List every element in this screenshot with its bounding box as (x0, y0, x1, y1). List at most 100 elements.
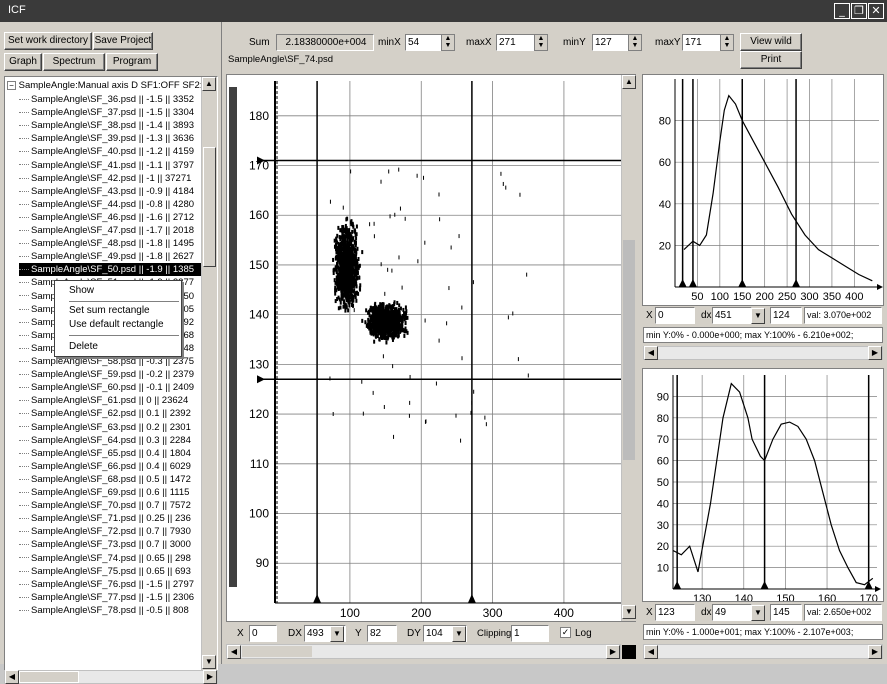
tr-x-input[interactable]: 0 (655, 307, 695, 324)
tree-item[interactable]: SampleAngle\SF_63.psd || 0.2 || 2301 (19, 421, 215, 434)
bottom-right-plot[interactable]: 10 20 30 40 50 60 70 80 90 130 140 150 160 170 (642, 368, 884, 602)
br-dx-dropdown-icon[interactable]: ▼ (751, 605, 765, 621)
scroll-right-icon[interactable]: ▶ (868, 346, 882, 360)
tree-hscrollbar[interactable]: ◀ ▶ (4, 670, 218, 684)
scroll-right-icon[interactable]: ▶ (606, 645, 620, 659)
tree-scrollbar[interactable]: ▲ ▼ (201, 77, 217, 670)
restore-icon[interactable]: ❐ (851, 3, 867, 19)
br-hscrollbar[interactable]: ◀ ▶ (643, 644, 883, 659)
scroll-left-icon[interactable]: ◀ (644, 645, 658, 659)
y-tick-label: 150 (249, 258, 269, 272)
close-icon[interactable]: ✕ (868, 3, 884, 19)
miny-spin-icon[interactable]: ▲ ▼ (628, 34, 642, 51)
minimize-icon[interactable]: _ (834, 3, 850, 19)
view-wild-button[interactable]: View wild (740, 33, 802, 51)
tree-item[interactable]: SampleAngle\SF_69.psd || 0.6 || 1115 (19, 486, 215, 499)
dx-dropdown-icon[interactable]: ▼ (330, 626, 344, 642)
tr-dx-dropdown-icon[interactable]: ▼ (751, 308, 765, 324)
br-dx-input[interactable]: 49 (712, 604, 752, 621)
scroll-down-icon[interactable]: ▼ (202, 655, 216, 669)
tree-item[interactable]: SampleAngle\SF_36.psd || -1.5 || 3352 (19, 93, 215, 106)
menu-item-set-sum-rectangle[interactable]: Set sum rectangle (69, 305, 150, 316)
graph-button[interactable]: Graph (4, 53, 42, 71)
save-project-button[interactable]: Save Project (93, 32, 153, 50)
scroll-down-icon[interactable]: ▼ (622, 605, 636, 619)
tree-item[interactable]: SampleAngle\SF_59.psd || -0.2 || 2379 (19, 368, 215, 381)
tree-item[interactable]: SampleAngle\SF_39.psd || -1.3 || 3636 (19, 132, 215, 145)
tree-item[interactable]: SampleAngle\SF_43.psd || -0.9 || 4184 (19, 185, 215, 198)
data-point (387, 314, 390, 319)
scroll-right-icon[interactable]: ▶ (868, 645, 882, 659)
data-point (338, 267, 341, 272)
collapse-icon[interactable]: − (7, 80, 16, 90)
tree-item[interactable]: SampleAngle\SF_68.psd || 0.5 || 1472 (19, 473, 215, 486)
maxy-spin-icon[interactable]: ▲ ▼ (720, 34, 734, 51)
tree-root[interactable]: − SampleAngle:Manual axis D SF1:OFF SF2: (7, 79, 203, 92)
tr-hscrollbar[interactable]: ◀ ▶ (643, 346, 883, 360)
tree-item[interactable]: SampleAngle\SF_47.psd || -1.7 || 2018 (19, 224, 215, 237)
tree-item[interactable]: SampleAngle\SF_78.psd || -0.5 || 808 (19, 604, 215, 617)
log-checkbox[interactable]: ✓ (560, 627, 571, 638)
tree-item[interactable]: SampleAngle\SF_73.psd || 0.7 || 3000 (19, 538, 215, 551)
set-work-directory-button[interactable]: Set work directory (4, 32, 92, 50)
tree-item[interactable]: SampleAngle\SF_60.psd || -0.1 || 2409 (19, 381, 215, 394)
scroll-left-icon[interactable]: ◀ (5, 670, 19, 684)
scroll-right-icon[interactable]: ▶ (203, 670, 217, 684)
main-plot[interactable]: 90 100 110 120 130 140 150 160 170 180 100 200 300 40… (226, 74, 636, 622)
scroll-left-icon[interactable]: ◀ (644, 346, 658, 360)
tree-item[interactable]: SampleAngle\SF_64.psd || 0.3 || 2284 (19, 434, 215, 447)
menu-item-delete[interactable]: Delete (69, 341, 98, 352)
menu-item-show[interactable]: Show (69, 285, 95, 296)
main-scroll-thumb[interactable] (623, 240, 635, 460)
tree-item[interactable]: SampleAngle\SF_70.psd || 0.7 || 7572 (19, 499, 215, 512)
br-x-input[interactable]: 123 (655, 604, 695, 621)
tree-item[interactable]: SampleAngle\SF_62.psd || 0.1 || 2392 (19, 407, 215, 420)
tree-scroll-thumb[interactable] (203, 147, 216, 267)
main-plot-vscrollbar[interactable]: ▲ ▼ (621, 75, 636, 621)
main-plot-hscrollbar[interactable]: ◀ ▶ (226, 644, 621, 659)
y-input[interactable]: 82 (367, 625, 397, 642)
tree-item[interactable]: SampleAngle\SF_50.psd || -1.9 || 1385 (19, 263, 215, 277)
br-dx2-field[interactable]: 145 (770, 604, 802, 621)
scroll-up-icon[interactable]: ▲ (622, 75, 636, 89)
program-button[interactable]: Program (106, 53, 158, 71)
tree-hscroll-thumb[interactable] (19, 671, 79, 683)
tree-item[interactable]: SampleAngle\SF_38.psd || -1.4 || 3893 (19, 119, 215, 132)
menu-item-use-default-rectangle[interactable]: Use default rectangle (69, 319, 164, 330)
file-tree[interactable]: − SampleAngle:Manual axis D SF1:OFF SF2:… (4, 76, 218, 671)
tree-item[interactable]: SampleAngle\SF_58.psd || -0.3 || 2375 (19, 355, 215, 368)
tree-item[interactable]: SampleAngle\SF_77.psd || -1.5 || 2306 (19, 591, 215, 604)
x-input[interactable]: 0 (249, 625, 277, 642)
maxx-spin-icon[interactable]: ▲ ▼ (534, 34, 548, 51)
data-point (364, 320, 367, 325)
spectrum-button[interactable]: Spectrum (43, 53, 105, 71)
tree-item[interactable]: SampleAngle\SF_76.psd || -1.5 || 2797 (19, 578, 215, 591)
tree-item[interactable]: SampleAngle\SF_37.psd || -1.5 || 3304 (19, 106, 215, 119)
clipping-input[interactable]: 1 (511, 625, 549, 642)
minx-spin-icon[interactable]: ▲ ▼ (441, 34, 455, 51)
tree-item[interactable]: SampleAngle\SF_74.psd || 0.65 || 298 (19, 552, 215, 565)
tree-item[interactable]: SampleAngle\SF_75.psd || 0.65 || 693 (19, 565, 215, 578)
tree-item[interactable]: SampleAngle\SF_44.psd || -0.8 || 4280 (19, 198, 215, 211)
tree-item[interactable]: SampleAngle\SF_42.psd || -1 || 37271 (19, 172, 215, 185)
tree-item[interactable]: SampleAngle\SF_40.psd || -1.2 || 4159 (19, 145, 215, 158)
data-point (391, 313, 394, 318)
tr-dx2-field[interactable]: 124 (770, 307, 802, 324)
scroll-left-icon[interactable]: ◀ (227, 645, 241, 659)
dy-dropdown-icon[interactable]: ▼ (452, 626, 466, 642)
tree-item[interactable]: SampleAngle\SF_71.psd || 0.25 || 236 (19, 512, 215, 525)
print-button[interactable]: Print (740, 51, 802, 69)
y-label: Y (355, 628, 362, 639)
tree-item[interactable]: SampleAngle\SF_49.psd || -1.8 || 2627 (19, 250, 215, 263)
main-hscroll-thumb[interactable] (242, 646, 312, 657)
tree-item[interactable]: SampleAngle\SF_48.psd || -1.8 || 1495 (19, 237, 215, 250)
tree-item[interactable]: SampleAngle\SF_66.psd || 0.4 || 6029 (19, 460, 215, 473)
tree-item[interactable]: SampleAngle\SF_61.psd || 0 || 23624 (19, 394, 215, 407)
tree-item[interactable]: SampleAngle\SF_65.psd || 0.4 || 1804 (19, 447, 215, 460)
tree-item[interactable]: SampleAngle\SF_72.psd || 0.7 || 7930 (19, 525, 215, 538)
top-right-plot[interactable]: 20 40 60 80 50 100 150 200 250 300 350 400 (642, 74, 884, 306)
scroll-up-icon[interactable]: ▲ (202, 77, 216, 91)
tree-item[interactable]: SampleAngle\SF_41.psd || -1.1 || 3797 (19, 159, 215, 172)
tree-item[interactable]: SampleAngle\SF_46.psd || -1.6 || 2712 (19, 211, 215, 224)
tr-dx-input[interactable]: 451 (712, 307, 752, 324)
